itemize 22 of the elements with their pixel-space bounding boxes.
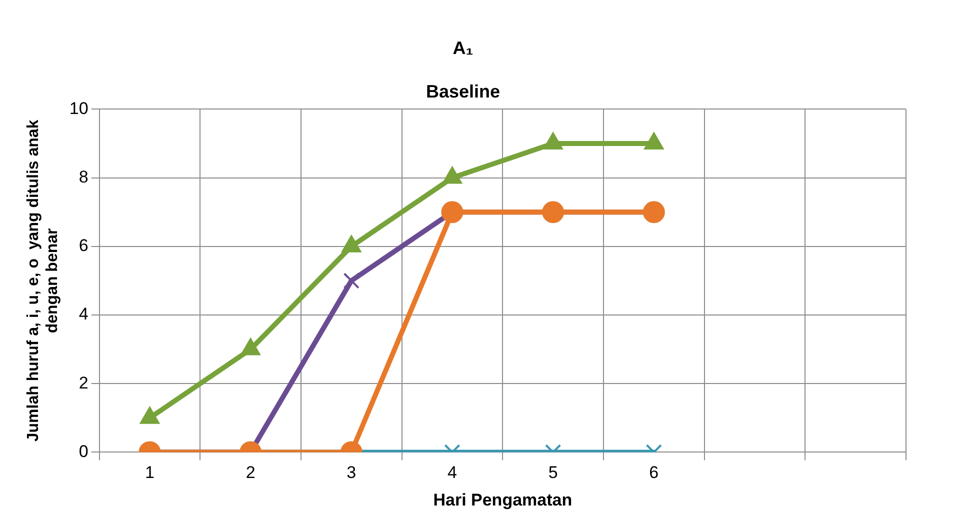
x-tick-label: 4 bbox=[448, 463, 457, 482]
x-tick-label: 5 bbox=[548, 463, 558, 482]
y-tick-label: 0 bbox=[78, 442, 88, 461]
y-axis-title: Jumlah huruf a, i, u, e, o yang ditulis anak dengan benar bbox=[25, 120, 62, 442]
y-tick-label: 6 bbox=[78, 236, 88, 256]
point bbox=[240, 338, 260, 356]
y-tick-label: 4 bbox=[78, 304, 88, 324]
x-tick-label: 2 bbox=[246, 463, 256, 482]
chart-subtitle: Baseline bbox=[426, 81, 500, 102]
y-tick-label: 8 bbox=[78, 167, 88, 186]
point bbox=[342, 235, 362, 252]
x-tick-label: 1 bbox=[144, 463, 154, 482]
chart-title: A₁ bbox=[452, 38, 474, 58]
point bbox=[543, 132, 563, 150]
point bbox=[644, 132, 664, 150]
y-tick-label: 10 bbox=[69, 98, 88, 118]
x-tick-label: 3 bbox=[346, 463, 356, 482]
x-axis-title: Hari Pengamatan bbox=[433, 490, 572, 510]
x-tick-label: 6 bbox=[649, 463, 659, 482]
point bbox=[442, 166, 462, 184]
point bbox=[140, 406, 160, 424]
y-tick-label: 2 bbox=[78, 373, 88, 392]
